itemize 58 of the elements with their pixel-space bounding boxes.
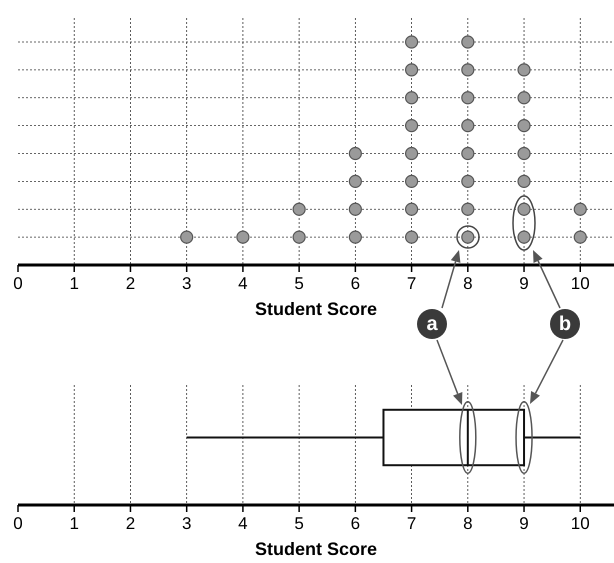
point [404,119,418,132]
x-tick-label: 3 [182,514,192,533]
point [461,63,474,76]
point [517,63,531,76]
x-axis-title: Student Score [254,299,378,319]
x-tick-label: 9 [519,514,529,533]
x-tick-label: 9 [519,274,529,293]
point [404,35,418,49]
point [292,230,306,244]
x-tick-label: 7 [406,514,416,533]
point [236,230,250,244]
point [574,230,587,244]
x-tick-label: 6 [350,514,360,533]
point [348,202,362,216]
point [517,202,531,216]
x-tick-label: 4 [238,514,248,533]
x-tick-label: 10 [570,514,590,533]
x-tick-label: 5 [294,274,304,293]
x-tick-label: 8 [463,274,473,293]
point [348,146,362,160]
point [180,230,194,244]
point [517,146,531,160]
point [404,63,418,76]
point [461,91,474,104]
point [517,230,531,244]
point [574,202,587,216]
text: a [426,313,438,335]
x-tick-label: 5 [294,514,304,533]
x-axis-title: Student Score [254,539,378,559]
point [461,174,474,188]
point [517,119,531,132]
x-tick-label: 7 [406,274,416,293]
point [404,230,418,244]
x-tick-label: 0 [13,514,23,533]
point [461,202,474,216]
point [517,91,531,104]
point [517,174,531,188]
x-tick-label: 1 [69,514,79,533]
x-tick-label: 4 [238,274,248,293]
text: b [558,313,572,335]
point [404,146,418,160]
x-tick-label: 3 [182,274,192,293]
point [404,202,418,216]
x-tick-label: 0 [13,274,23,293]
point [292,202,306,216]
point [461,119,474,132]
x-tick-label: 2 [126,514,136,533]
point [461,35,474,49]
x-tick-label: 6 [350,274,360,293]
point [348,230,362,244]
point [348,174,362,188]
point [404,174,418,188]
point [404,91,418,104]
x-tick-label: 1 [69,274,79,293]
x-tick-label: 10 [570,274,590,293]
x-tick-label: 2 [126,274,136,293]
x-tick-label: 8 [463,514,473,533]
point [461,146,474,160]
